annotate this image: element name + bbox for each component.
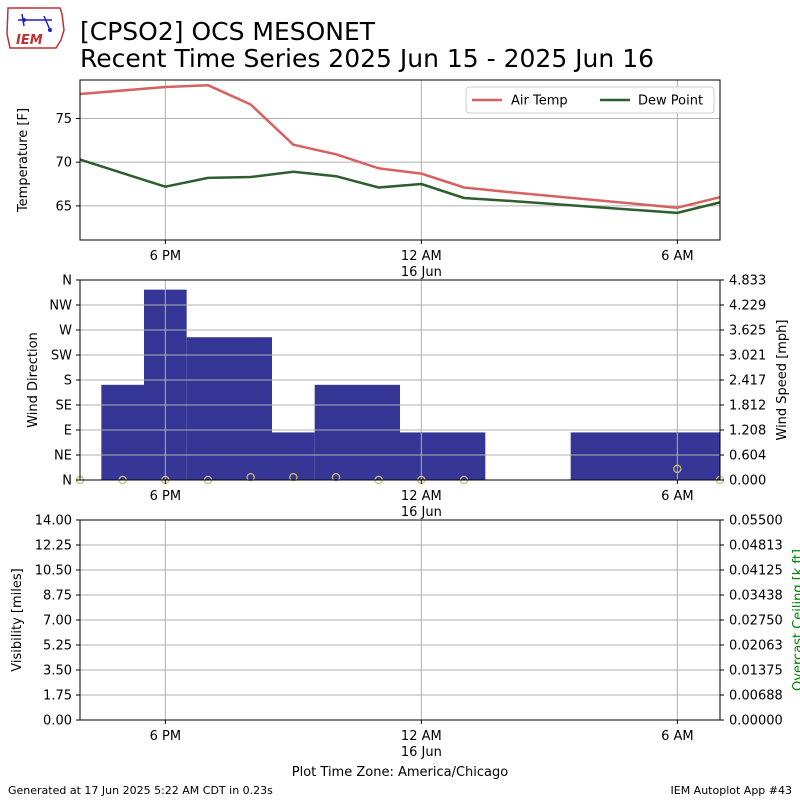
wind-direction-tick-label: N xyxy=(62,474,72,489)
visibility-tick-label: 14.00 xyxy=(35,514,72,529)
wind-speed-bar xyxy=(186,337,272,480)
temperature-lines xyxy=(79,83,721,215)
wind-speed-bar xyxy=(314,384,400,480)
legend-air-temp-label: Air Temp xyxy=(511,94,568,109)
visibility-grid xyxy=(80,519,720,721)
wind-direction-tick-label: SW xyxy=(51,349,72,364)
wind-speed-bar xyxy=(400,432,486,480)
wind-speed-tick-label: 2.417 xyxy=(729,374,766,389)
ceiling-tick-label: 0.00000 xyxy=(729,714,783,729)
ceiling-tick-label: 0.02750 xyxy=(729,614,783,629)
iem-logo-text: IEM xyxy=(16,33,43,48)
wind-direction-tick-label: N xyxy=(62,274,72,289)
temperature-xtick-label: 6 PM xyxy=(150,249,181,264)
temperature-grid xyxy=(80,80,720,240)
visibility-xtick-label: 6 PM xyxy=(150,729,181,744)
air-temp-line xyxy=(79,83,721,209)
wind-speed-tick-label: 0.604 xyxy=(729,449,766,464)
temperature-legend: Air Temp Dew Point xyxy=(465,86,715,114)
visibility-tick-label: 3.50 xyxy=(43,664,72,679)
wind-speed-axis-label: Wind Speed [mph] xyxy=(775,320,790,441)
wind-direction-point xyxy=(673,464,682,474)
dew-point-line xyxy=(79,158,721,215)
wind-speed-bar xyxy=(272,432,315,480)
visibility-xtick-label: 6 AM xyxy=(661,729,694,744)
temperature-xtick-label: 6 AM xyxy=(661,249,694,264)
visibility-axes: 0.00 0.00000 1.75 0.00688 3.50 0.01375 5.25 0.0… xyxy=(35,514,783,761)
wind-direction-tick-label: E xyxy=(64,424,72,439)
wind-speed-tick-label: 4.833 xyxy=(729,274,766,289)
temperature-axes-frame xyxy=(79,79,721,241)
visibility-axis-label: Visibility [miles] xyxy=(10,568,25,671)
wind-speed-tick-label: 1.812 xyxy=(729,399,766,414)
visibility-tick-label: 8.75 xyxy=(43,589,72,604)
wind-xtick-label: 6 PM xyxy=(150,489,181,504)
time-zone-label: Plot Time Zone: America/Chicago xyxy=(292,765,508,780)
wind-speed-tick-label: 0.000 xyxy=(729,474,766,489)
iem-logo-icon: IEM xyxy=(6,7,65,49)
visibility-tick-label: 7.00 xyxy=(43,614,72,629)
wind-speed-tick-label: 3.625 xyxy=(729,324,766,339)
ceiling-tick-label: 0.04125 xyxy=(729,564,783,579)
generated-footer: Generated at 17 Jun 2025 5:22 AM CDT in … xyxy=(8,784,273,797)
wind-speed-tick-label: 1.208 xyxy=(729,424,766,439)
wind-xtick-label: 6 AM xyxy=(661,489,694,504)
ceiling-tick-label: 0.03438 xyxy=(729,589,783,604)
ceiling-tick-label: 0.01375 xyxy=(729,664,783,679)
chart-title-line2: Recent Time Series 2025 Jun 15 - 2025 Ju… xyxy=(80,44,654,73)
wind-speed-bars xyxy=(101,289,720,480)
wind-direction-tick-label: S xyxy=(64,374,72,389)
temperature-ytick-label: 70 xyxy=(55,156,72,171)
wind-speed-tick-label: 3.021 xyxy=(729,349,766,364)
temperature-xtick-sublabel: 16 Jun xyxy=(401,265,442,280)
ceiling-tick-label: 0.04813 xyxy=(729,539,783,554)
chart-title-line1: [CPSO2] OCS MESONET xyxy=(80,17,376,46)
wind-direction-tick-label: NE xyxy=(54,449,72,464)
visibility-xtick-label: 12 AM xyxy=(401,729,442,744)
visibility-tick-label: 10.50 xyxy=(35,564,72,579)
ceiling-tick-label: 0.05500 xyxy=(729,514,783,529)
wind-direction-point xyxy=(246,472,255,482)
app-footer: IEM Autoplot App #43 xyxy=(670,784,793,797)
temperature-ytick-label: 75 xyxy=(55,112,72,127)
ceiling-tick-label: 0.02063 xyxy=(729,639,783,654)
temperature-axis-label: Temperature [F] xyxy=(16,108,31,213)
wind-direction-point xyxy=(289,472,298,482)
visibility-tick-label: 0.00 xyxy=(43,714,72,729)
wind-direction-point xyxy=(331,472,341,482)
wind-direction-tick-label: W xyxy=(59,324,72,339)
wind-xtick-sublabel: 16 Jun xyxy=(401,505,442,520)
visibility-tick-label: 1.75 xyxy=(43,689,72,704)
wind-axes: N 0.000 NE 0.604 E 1.208 SE 1.812 S 2.417 SW 3.021 W… xyxy=(49,274,766,521)
wind-direction-axis-label: Wind Direction xyxy=(26,332,41,428)
visibility-tick-label: 12.25 xyxy=(35,539,72,554)
wind-speed-tick-label: 4.229 xyxy=(729,299,766,314)
ceiling-axis-label: Overcast Ceiling [k ft] xyxy=(791,549,800,691)
temperature-ytick-label: 65 xyxy=(55,199,72,214)
ceiling-tick-label: 0.00688 xyxy=(729,689,783,704)
wind-direction-tick-label: SE xyxy=(56,399,72,414)
temperature-xtick-label: 12 AM xyxy=(401,249,442,264)
wind-speed-bar xyxy=(101,384,144,480)
visibility-xtick-sublabel: 16 Jun xyxy=(401,745,442,760)
wind-speed-bar xyxy=(570,432,720,480)
visibility-tick-label: 5.25 xyxy=(43,639,72,654)
wind-xtick-label: 12 AM xyxy=(401,489,442,504)
legend-dew-point-label: Dew Point xyxy=(638,94,703,109)
wind-direction-tick-label: NW xyxy=(49,299,72,314)
